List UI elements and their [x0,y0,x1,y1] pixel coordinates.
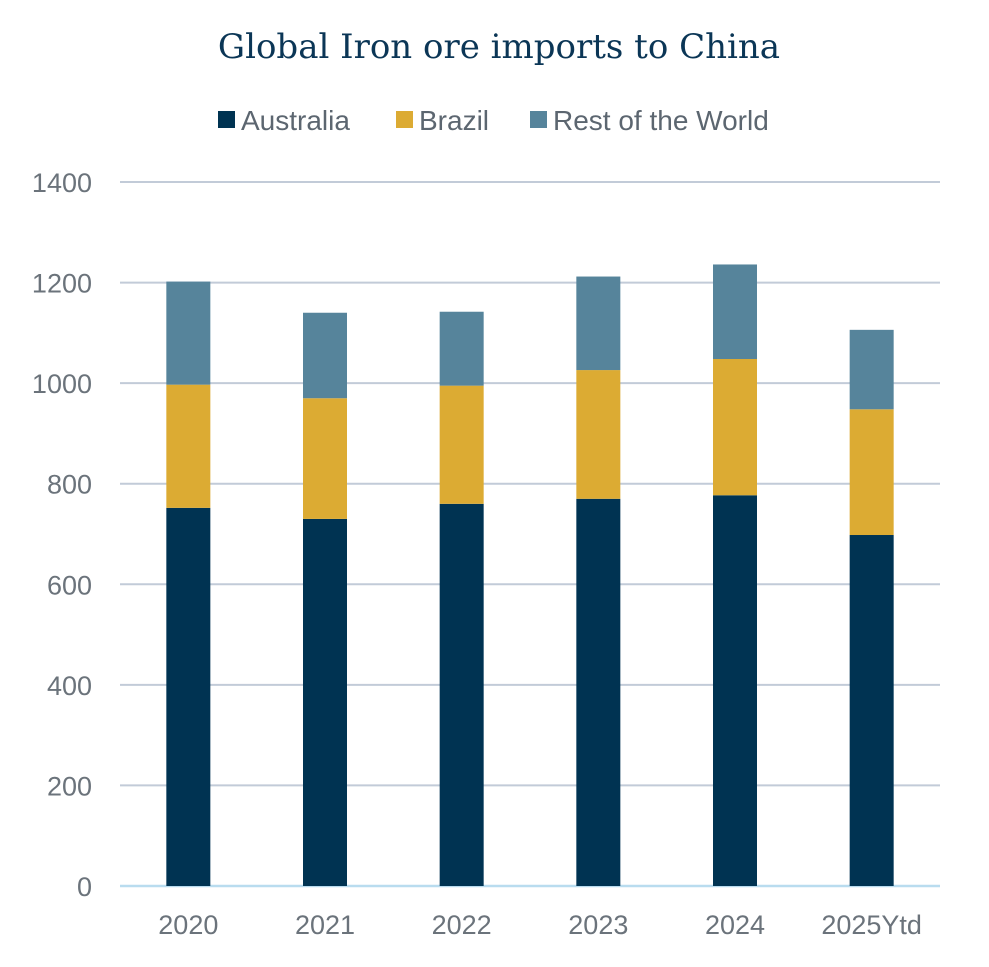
bar-segment-australia-2022 [439,503,484,886]
y-tick-label: 1400 [32,168,92,198]
x-tick-label: 2025Ytd [821,910,922,940]
legend-label: Australia [241,105,350,136]
x-tick-label: 2024 [705,910,765,940]
bar-segment-brazil-2023 [576,370,621,499]
bar-segment-rest-of-the-world-2025ytd [849,329,894,410]
x-tick-label: 2022 [432,910,492,940]
gridlines [120,181,940,888]
bar-segment-brazil-2021 [303,398,347,519]
y-tick-label: 1200 [32,269,92,299]
bar-segment-brazil-2022 [439,385,484,504]
x-tick-label: 2023 [568,910,628,940]
bars [166,264,894,886]
y-tick-label: 800 [47,470,92,500]
bar-segment-rest-of-the-world-2020 [166,281,211,385]
legend-label: Rest of the World [553,105,769,136]
bar-segment-brazil-2025ytd [849,409,894,536]
y-tick-label: 400 [47,671,92,701]
y-tick-label: 200 [47,771,92,801]
bar-segment-australia-2023 [576,498,621,886]
bar-segment-australia-2024 [713,495,757,886]
y-tick-label: 0 [77,872,92,902]
bar-segment-brazil-2020 [166,384,211,508]
legend-swatch-brazil [396,111,413,128]
y-axis: 0 200 400 600 800 1000 1200 1400 [32,168,92,902]
chart-title: Global Iron ore imports to China [218,27,780,67]
legend-label: Brazil [419,105,489,136]
y-tick-label: 600 [47,570,92,600]
x-tick-label: 2020 [158,910,218,940]
x-axis: 2020 2021 2022 2023 2024 2025Ytd [158,910,922,940]
y-tick-label: 1000 [32,369,92,399]
bar-segment-australia-2021 [303,518,347,886]
legend: Australia Brazil Rest of the World [218,105,769,136]
bar-segment-australia-2020 [166,507,211,886]
bar-segment-rest-of-the-world-2023 [576,276,621,371]
x-tick-label: 2021 [295,910,355,940]
legend-swatch-rest-of-the-world [530,111,547,128]
bar-segment-rest-of-the-world-2022 [439,311,484,386]
legend-swatch-australia [218,111,235,128]
bar-segment-rest-of-the-world-2024 [713,264,757,360]
bar-segment-rest-of-the-world-2021 [303,312,347,399]
bar-segment-australia-2025ytd [849,535,894,886]
bar-segment-brazil-2024 [713,359,757,496]
